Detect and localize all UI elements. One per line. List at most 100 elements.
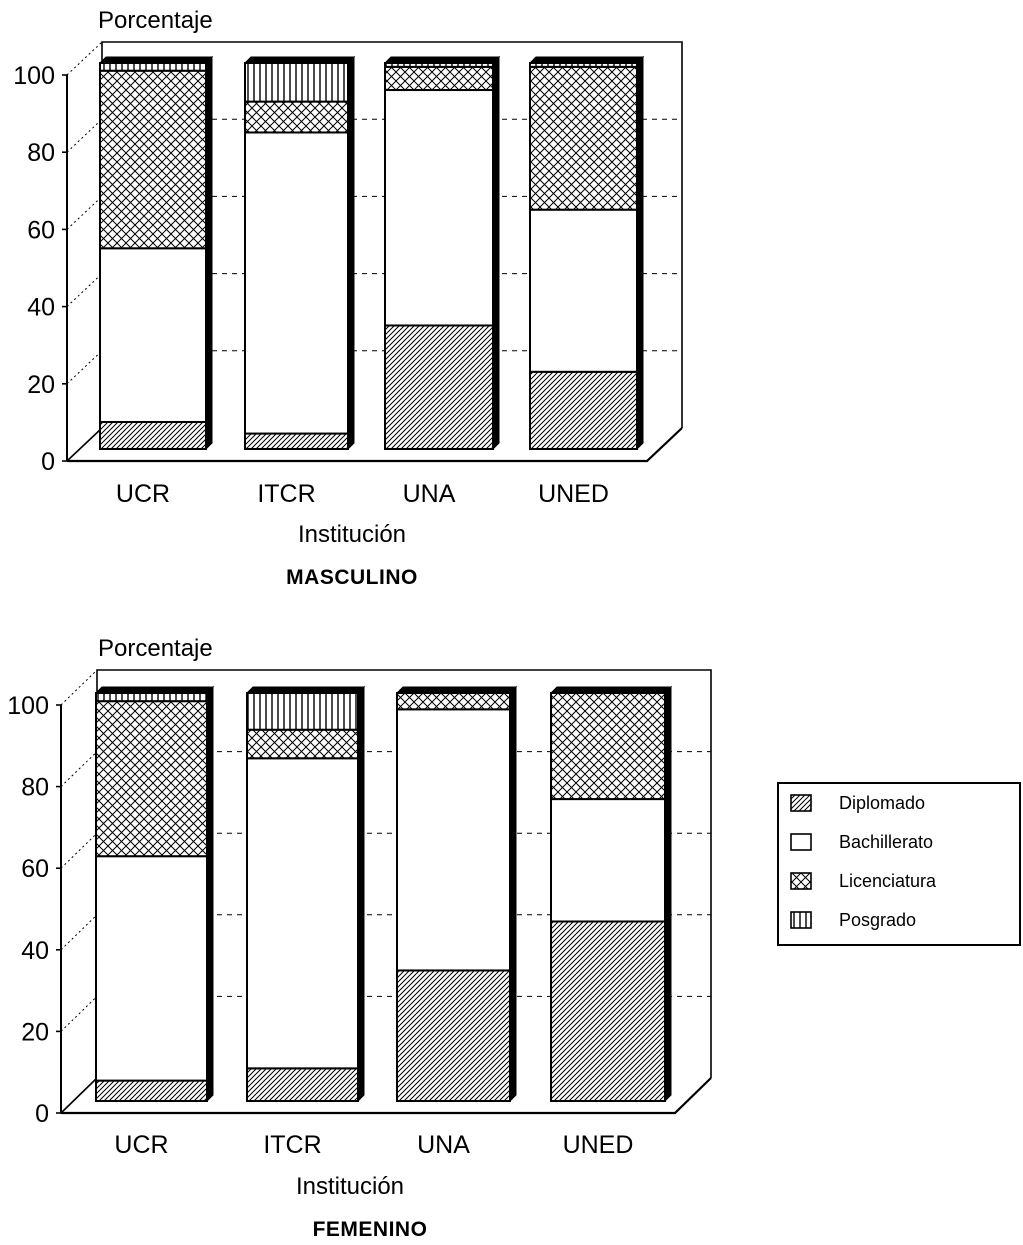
y-tick-label: 60 [27,216,55,244]
gridline-side [60,832,98,869]
bar-top [243,56,356,64]
y-tick-label: 20 [21,1018,49,1046]
gridline-side [66,196,103,230]
bar-segment-posgrado [384,62,494,68]
bar-stack-una [395,685,518,1103]
bar-stack-una [383,55,501,451]
bar-top [383,56,501,64]
x-axis-label: Institución [296,1173,404,1200]
bar-segment-bachillerato [550,798,666,923]
bar-stack-ucr [94,685,215,1103]
bar-segment-licenciatura [550,692,666,801]
bar-side [509,685,517,1103]
legend-label-diplomado: Diplomado [839,793,925,813]
y-tick-label: 60 [21,855,49,883]
chart-title: MASCULINO [286,566,418,589]
bar-segment-bachillerato [95,855,208,1082]
category-label-uned: UNED [538,480,609,508]
plot-area: 0 20 40 60 80 100 UCR ITCR UNA UNED [13,41,683,508]
chart-title: FEMENINO [313,1218,428,1241]
bar-stack-itcr [243,55,356,451]
legend: Diplomado Bachillerato Licenciatura Posgrad… [777,782,1021,946]
y-tick-label: 80 [21,774,49,802]
legend-label-licenciatura: Licenciatura [839,871,937,891]
bar-segment-licenciatura [246,728,359,760]
bar-segment-bachillerato [246,757,359,1070]
bar-side [206,685,214,1103]
bar-side [664,685,672,1103]
bar-segment-posgrado [244,62,349,103]
plot-area: 0 20 40 60 80 100 UCR ITCR UNA UNED [7,669,712,1159]
bar-segment-bachillerato [396,708,511,972]
bar-segment-posgrado [246,692,359,731]
bar-segment-licenciatura [384,65,494,92]
bar-segment-posgrado [99,62,207,72]
bar-segment-bachillerato [244,131,349,435]
legend-box [777,782,1021,946]
bar-segment-diplomado [99,420,207,451]
y-tick-label: 80 [27,139,55,167]
bar-segment-licenciatura [396,692,511,711]
y-tick-label: 0 [41,448,55,476]
floor-front-edge [61,1077,712,1115]
legend-swatch-diplomado [790,794,812,812]
bar-segment-posgrado [529,62,638,68]
bar-top [528,56,645,64]
bar-segment-licenciatura [244,100,349,134]
legend-swatch-posgrado [790,911,812,929]
x-axis-label: Institución [298,521,406,548]
bar-top [549,686,673,694]
gridline-side [60,996,98,1032]
bar-stack-uned [549,685,673,1103]
bar-segment-posgrado [95,692,208,703]
legend-swatch-licenciatura [790,872,812,890]
gridline-side [66,41,103,76]
bar-stack-itcr [245,685,366,1103]
floor-edge [66,427,103,462]
y-tick-label: 40 [27,294,55,322]
gridline-side [66,118,103,153]
gridline-side [66,350,103,385]
category-label-itcr: ITCR [263,1131,321,1159]
bar-side [636,55,644,451]
category-label-ucr: UCR [114,1131,168,1159]
bar-segment-diplomado [246,1067,359,1102]
chart-femenino: Porcentaje 0 20 40 60 80 100 UCR ITCR UNA UNED In… [7,635,712,1241]
y-tick-label: 0 [35,1100,49,1128]
chart-masculino: Porcentaje 0 20 40 60 80 100 UCR ITCR UNA UNED In… [13,7,683,589]
bar-top [395,686,518,694]
y-axis-label: Porcentaje [98,7,213,34]
bar-segment-diplomado [529,370,638,450]
bar-side [492,55,500,451]
bar-segment-licenciatura [99,69,207,250]
bar-segment-bachillerato [529,208,638,373]
bar-top [98,56,214,64]
y-axis-label: Porcentaje [98,635,213,662]
bar-segment-licenciatura [529,65,638,211]
bar-side [347,55,355,451]
category-label-ucr: UCR [116,480,170,508]
bar-top [245,686,366,694]
bar-side [357,685,365,1103]
bar-segment-licenciatura [95,700,208,858]
gridline-side [60,669,98,706]
bar-segment-diplomado [384,324,494,451]
y-tick-label: 100 [13,62,55,90]
bar-segment-bachillerato [384,89,494,327]
legend-label-posgrado: Posgrado [839,910,916,930]
y-tick-label: 100 [7,692,49,720]
bar-segment-diplomado [396,969,511,1102]
floor-front-edge [67,427,683,463]
y-tick-label: 20 [27,371,55,399]
bar-segment-diplomado [244,432,349,450]
category-label-una: UNA [403,480,456,508]
bar-side [205,55,213,451]
bar-top [94,686,215,694]
bar-segment-diplomado [550,920,666,1102]
legend-swatch-bachillerato [790,833,812,851]
category-label-una: UNA [417,1131,470,1159]
category-label-uned: UNED [563,1131,634,1159]
bar-segment-diplomado [95,1079,208,1102]
bar-stack-ucr [98,55,214,451]
